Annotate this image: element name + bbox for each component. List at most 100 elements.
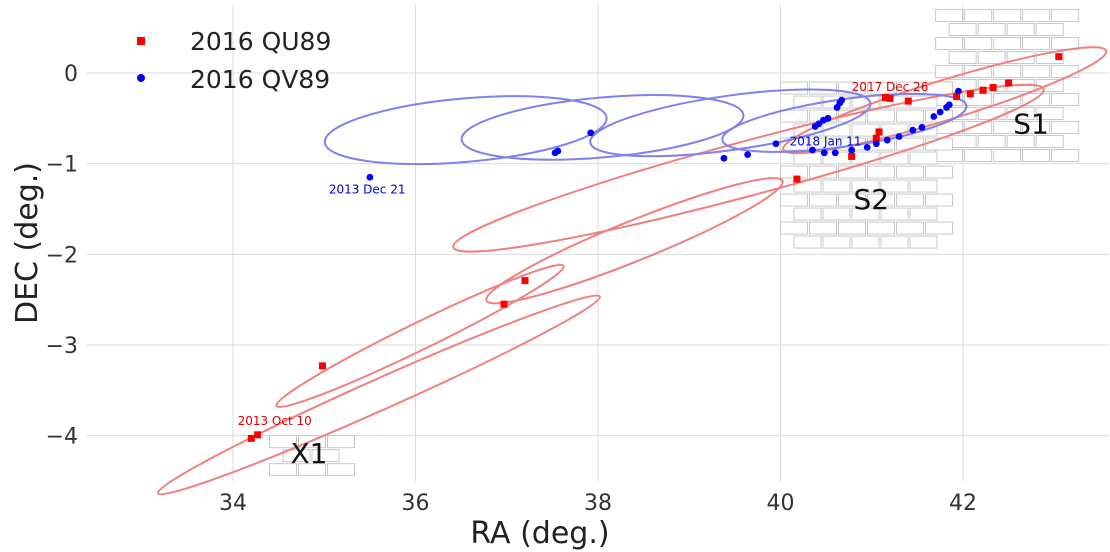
ccd-tile [851,235,880,249]
y-tick-label: 0 [64,62,78,87]
ccd-tile [935,9,964,23]
legend-label-qv89: 2016 QV89 [190,65,330,94]
ccd-tile [880,235,909,249]
orbit-loop [157,294,601,496]
ccd-tile [1006,23,1035,37]
ccd-tile [780,193,808,207]
data-point [744,151,752,159]
data-point [872,134,880,142]
ccd-tile [909,179,938,193]
ccd-tile [1022,149,1051,163]
ccd-tile [977,51,1006,65]
ccd-tile [327,463,355,477]
ccd-tile [822,207,851,221]
ccd-tile [925,165,953,179]
ccd-tile [327,435,355,449]
ccd-tile [1035,107,1064,121]
data-point [904,97,912,105]
ccd-tile [282,449,311,463]
ccd-tile [838,193,866,207]
data-point [881,93,889,101]
legend-label-qu89: 2016 QU89 [190,27,331,56]
ccd-tile [298,463,326,477]
ccd-tile [867,193,895,207]
ccd-tile [964,149,993,163]
y-axis-label: DEC (deg.) [10,162,45,324]
data-point [587,129,595,137]
ccd-tile [867,81,895,95]
ccd-tile [896,221,924,235]
data-point [909,126,917,134]
tick-labels: 34 36 38 40 42 0 −1 −2 −3 −4 [46,62,977,516]
orbit-loop [460,94,745,161]
ccd-tile [925,193,953,207]
annotations: 2013 Oct 10 2017 Dec 26 2013 Dec 21 2018 Ja… [238,80,1049,470]
ccd-tile [977,23,1006,37]
ccd-tile [809,81,837,95]
data-point [254,431,262,439]
ccd-tile [909,151,938,165]
ccd-tile [1051,9,1080,23]
ccd-tile [780,109,808,123]
data-point [318,362,326,370]
ccd-tile [880,207,909,221]
date-annotation: 2013 Oct 10 [238,414,312,428]
series-qv89 [366,87,962,181]
ccd-tile [896,165,924,179]
ccd-tile [1022,37,1051,51]
ccd-tile [1035,23,1064,37]
x-tick-label: 40 [767,491,795,516]
orbit-loop [323,95,608,166]
legend-marker-qv89 [137,74,145,82]
ccd-tile [793,235,822,249]
ccd-tile [948,23,977,37]
ccd-tile [896,109,924,123]
data-point [815,120,823,128]
orbit-tracks [157,46,1108,496]
x-tick-label: 38 [584,491,612,516]
data-point [720,154,728,162]
ccd-tile [311,449,340,463]
ccd-tile [851,179,880,193]
series-qu89 [247,53,1063,442]
data-points [247,53,1063,442]
ccd-tile [780,221,808,235]
ccd-tile [948,51,977,65]
data-point [247,434,255,442]
ccd-tile [880,179,909,193]
x-axis-label: RA (deg.) [470,516,609,551]
data-point [883,136,891,144]
data-point [875,128,883,136]
ccd-tile [269,463,297,477]
data-point [820,149,828,157]
ccd-tile [838,221,866,235]
data-point [953,93,961,101]
y-tick-label: −2 [46,243,78,268]
ccd-tile [1022,9,1051,23]
data-point [936,108,944,116]
y-tick-label: −4 [46,425,78,450]
y-tick-label: −3 [46,334,78,359]
ccd-tile [896,193,924,207]
data-point [895,133,903,140]
ccd-tile [1051,149,1080,163]
ccd-tile [1035,135,1064,149]
ccd-tile [993,121,1022,135]
data-point [793,175,801,183]
data-point [838,96,846,104]
survey-field [935,9,1080,163]
data-point [863,143,871,151]
data-point [872,140,880,148]
data-point [500,300,508,308]
data-point [824,114,832,122]
ccd-tile [1022,121,1051,135]
data-point [521,277,529,285]
ccd-tile [867,221,895,235]
data-point [554,147,562,155]
ccd-tile [1051,93,1080,107]
ccd-tile [809,221,837,235]
ccd-tile [993,65,1022,79]
legend-marker-qu89 [137,37,145,45]
ccd-tile [1022,65,1051,79]
